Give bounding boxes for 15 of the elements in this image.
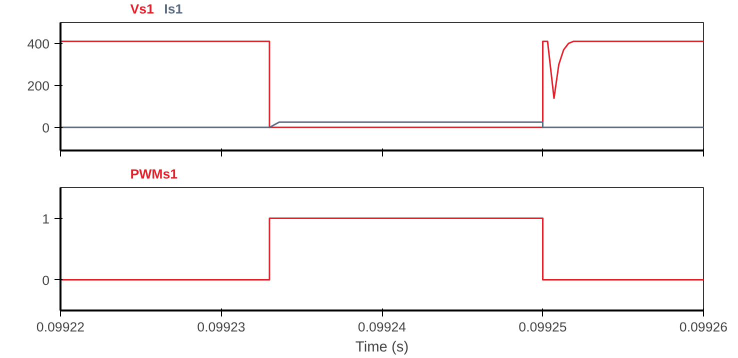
x-tick-label: 0.09923: [197, 320, 246, 334]
y-tick-label: 0: [42, 120, 50, 136]
x-tick-label: 0.09926: [679, 320, 728, 334]
x-tick-label: 0.09924: [358, 320, 407, 334]
x-tick-label: 0.09925: [518, 320, 567, 334]
x-tick-label: 0.09922: [36, 320, 85, 334]
line-series: [60, 40, 704, 128]
y-tick-label: 0: [42, 272, 50, 288]
text: PWMs1: [130, 166, 178, 182]
y-tick-label: 1: [42, 211, 50, 226]
x-axis-title: Time (s): [355, 340, 409, 356]
text: Is1: [164, 2, 184, 16]
y-tick-label: 400: [27, 36, 50, 52]
series-label: Vs1: [130, 2, 155, 16]
y-tick-label: 200: [27, 78, 50, 94]
